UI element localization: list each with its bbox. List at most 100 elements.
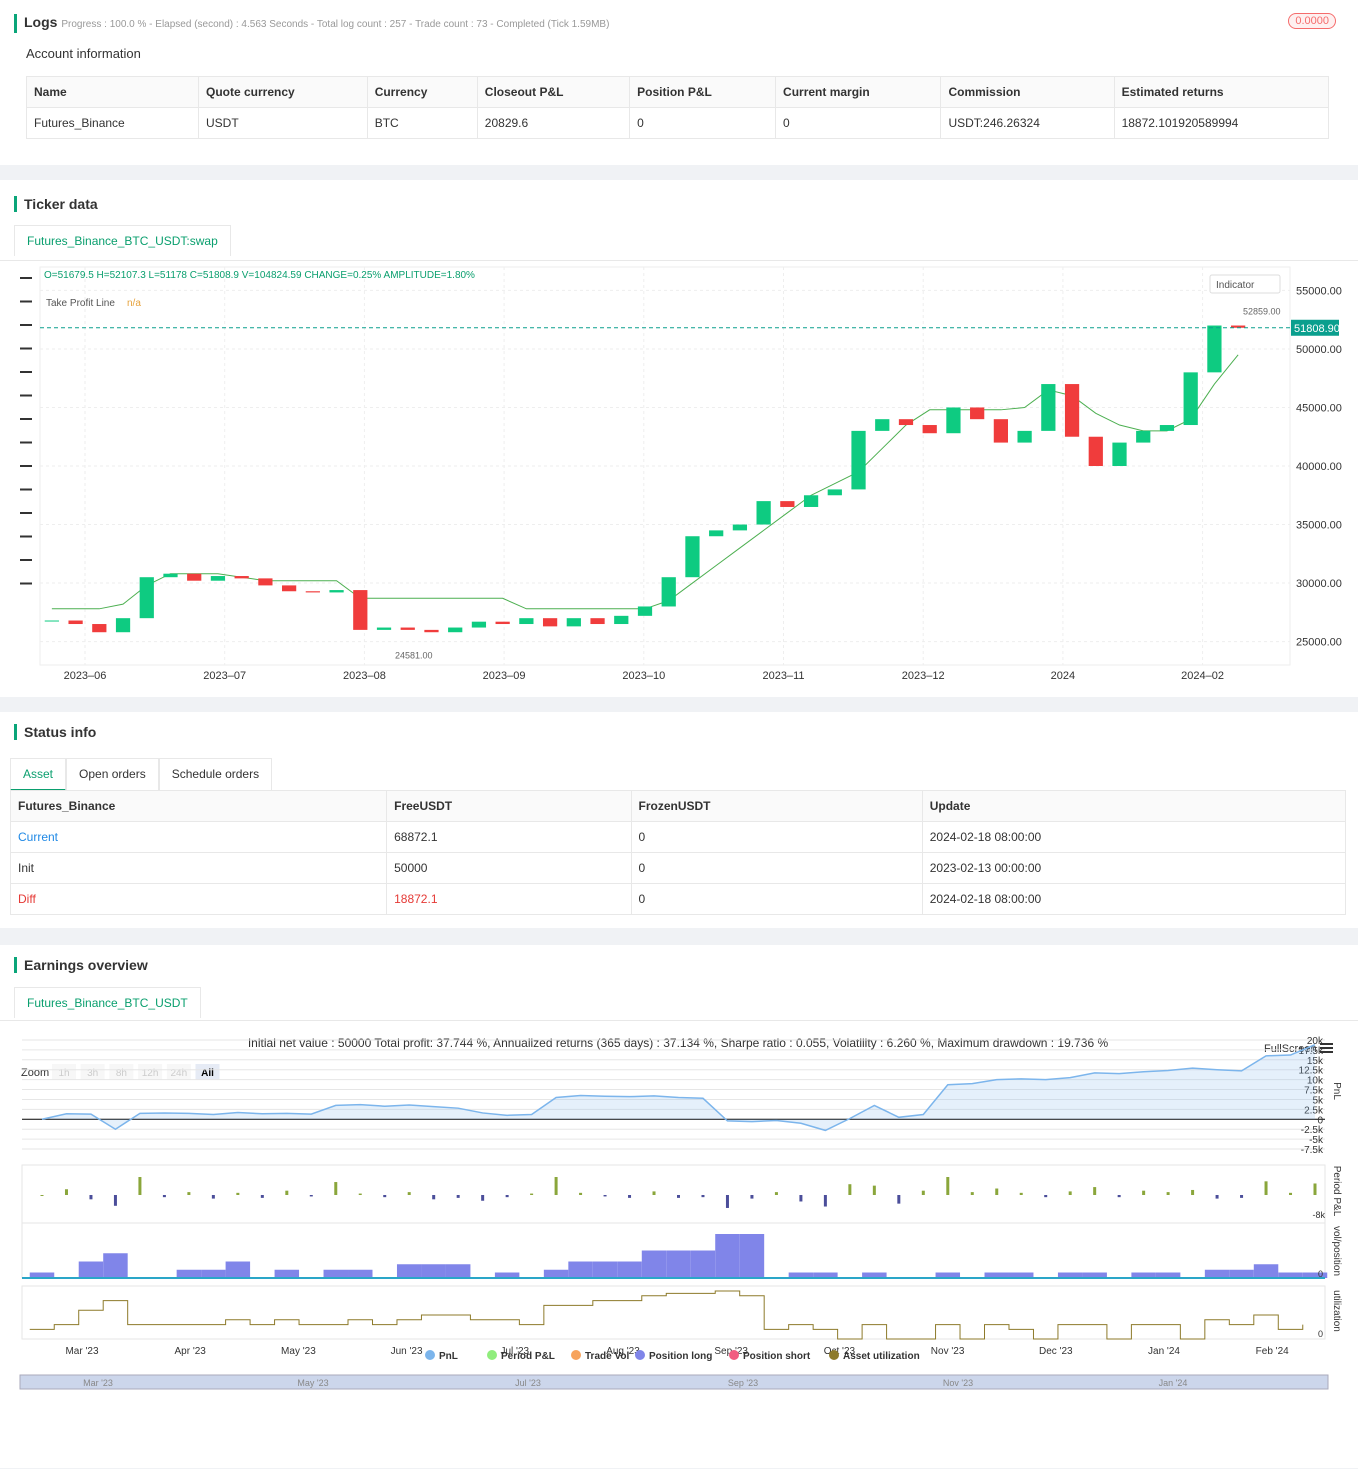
position-bar — [935, 1272, 961, 1278]
legend: Take Profit Line — [46, 298, 115, 309]
period-bar — [750, 1195, 754, 1199]
position-bar — [592, 1261, 618, 1278]
tool-icon[interactable] — [20, 512, 32, 514]
status-tab[interactable]: Asset — [10, 758, 67, 791]
period-bar — [995, 1188, 999, 1195]
legend-marker[interactable] — [487, 1350, 497, 1360]
period-bar — [432, 1195, 436, 1200]
position-bar — [225, 1261, 251, 1278]
tool-icon[interactable] — [20, 347, 32, 350]
tool-icon[interactable] — [20, 488, 32, 491]
cell: 20829.6 — [476, 107, 631, 139]
tool-icon[interactable] — [20, 465, 32, 467]
y-tick-label: -2.5k — [1301, 1125, 1324, 1136]
zoom-button-label: 24h — [170, 1068, 187, 1079]
pnl-area — [42, 1044, 1315, 1131]
period-bar — [921, 1190, 925, 1195]
x-tick-label: 2023–06 — [64, 670, 107, 682]
badge: 0.0000 — [1288, 13, 1336, 29]
position-bar — [1302, 1272, 1328, 1278]
tool-icon[interactable] — [20, 371, 32, 373]
position-bar — [421, 1264, 446, 1278]
position-bar — [201, 1269, 226, 1278]
candle — [353, 590, 368, 630]
period-bar — [872, 1185, 876, 1195]
y-tick-label: 10k — [1307, 1076, 1324, 1087]
ticker-title: Ticker data — [14, 196, 98, 212]
header-cell: Position P&L — [629, 76, 777, 108]
period-bar — [1068, 1191, 1072, 1195]
low-label: 24581.00 — [395, 650, 433, 660]
zoom-button[interactable] — [52, 1064, 76, 1080]
zoom-button[interactable] — [195, 1064, 220, 1080]
candle — [210, 576, 226, 581]
nav-label: May '23 — [297, 1378, 328, 1388]
zoom-button[interactable] — [166, 1064, 191, 1080]
legend-label[interactable]: Trade Vol — [585, 1351, 629, 1362]
legend-marker[interactable] — [571, 1350, 581, 1360]
ticker-tab[interactable]: Futures_Binance_BTC_USDT:swap — [14, 225, 231, 256]
cell: Current — [9, 821, 388, 853]
tool-icon[interactable] — [20, 559, 32, 561]
status-tab[interactable]: Open orders — [66, 758, 159, 791]
candle — [614, 615, 629, 625]
period-bar — [1142, 1190, 1146, 1195]
zoom-button[interactable] — [138, 1064, 163, 1080]
axis-title: PnL — [1331, 1082, 1342, 1100]
legend-marker[interactable] — [829, 1350, 839, 1360]
period-bar — [89, 1195, 93, 1200]
tool-icon[interactable] — [20, 394, 32, 397]
axis-title: utilization — [1331, 1290, 1342, 1332]
menu-icon[interactable] — [1320, 1047, 1333, 1049]
candle — [424, 629, 439, 633]
status-table: Futures_Binance FreeUSDT FrozenUSDT Update C… — [9, 790, 1347, 915]
period-bar — [1240, 1195, 1244, 1198]
legend-marker[interactable] — [425, 1350, 435, 1360]
position-bar — [348, 1269, 373, 1278]
tool-icon[interactable] — [20, 441, 32, 444]
status-tab[interactable]: Schedule orders — [158, 758, 273, 791]
candle — [875, 419, 890, 431]
period-bar — [1264, 1181, 1268, 1195]
x-tick-label: Jun '23 — [391, 1346, 423, 1357]
indicator-box[interactable] — [1209, 274, 1281, 294]
tool-icon[interactable] — [20, 277, 32, 279]
legend-label[interactable]: Asset utilization — [843, 1351, 920, 1362]
legend-label[interactable]: Position long — [649, 1351, 712, 1362]
tool-icon[interactable] — [20, 324, 32, 326]
tool-icon[interactable] — [20, 582, 32, 585]
legend-label[interactable]: PnL — [439, 1351, 458, 1362]
tool-icon[interactable] — [20, 300, 32, 303]
panel-frame — [21, 1285, 1326, 1340]
zoom-button-label: 1h — [58, 1068, 69, 1079]
legend-marker[interactable] — [729, 1350, 739, 1360]
position-bar — [543, 1269, 569, 1278]
logs-card: Logs Progress : 100.0 % - Elapsed (secon… — [0, 0, 1358, 165]
legend-label[interactable]: Period P&L — [501, 1351, 555, 1362]
zoom-button[interactable] — [80, 1064, 105, 1080]
logs-status: Progress : 100.0 % - Elapsed (second) : … — [61, 19, 610, 30]
x-tick-label: 2024 — [1051, 670, 1075, 682]
candle — [732, 524, 748, 531]
nav-label: Nov '23 — [943, 1378, 973, 1388]
menu-icon[interactable] — [1320, 1043, 1333, 1045]
period-bar — [162, 1195, 166, 1198]
legend-marker[interactable] — [635, 1350, 645, 1360]
zoom-button[interactable] — [109, 1064, 134, 1080]
period-bar — [1093, 1187, 1097, 1195]
earnings-tab[interactable]: Futures_Binance_BTC_USDT — [14, 987, 201, 1018]
header-row: Futures_Binance FreeUSDT FrozenUSDT Update — [9, 790, 1347, 822]
period-bar — [799, 1195, 803, 1202]
position-bar — [78, 1261, 104, 1278]
y-tick-label: 2.5k — [1304, 1105, 1324, 1116]
earnings-title: Earnings overview — [14, 957, 148, 973]
tool-icon[interactable] — [20, 418, 32, 420]
cell: 68872.1 — [386, 821, 632, 853]
period-bar — [456, 1195, 460, 1198]
menu-icon[interactable] — [1320, 1051, 1333, 1053]
x-tick-label: May '23 — [281, 1346, 316, 1357]
fullscreen[interactable]: FullScreen — [1264, 1043, 1317, 1055]
legend-label[interactable]: Position short — [743, 1351, 811, 1362]
y-tick-label: 0 — [1317, 1115, 1323, 1126]
tool-icon[interactable] — [20, 535, 32, 538]
